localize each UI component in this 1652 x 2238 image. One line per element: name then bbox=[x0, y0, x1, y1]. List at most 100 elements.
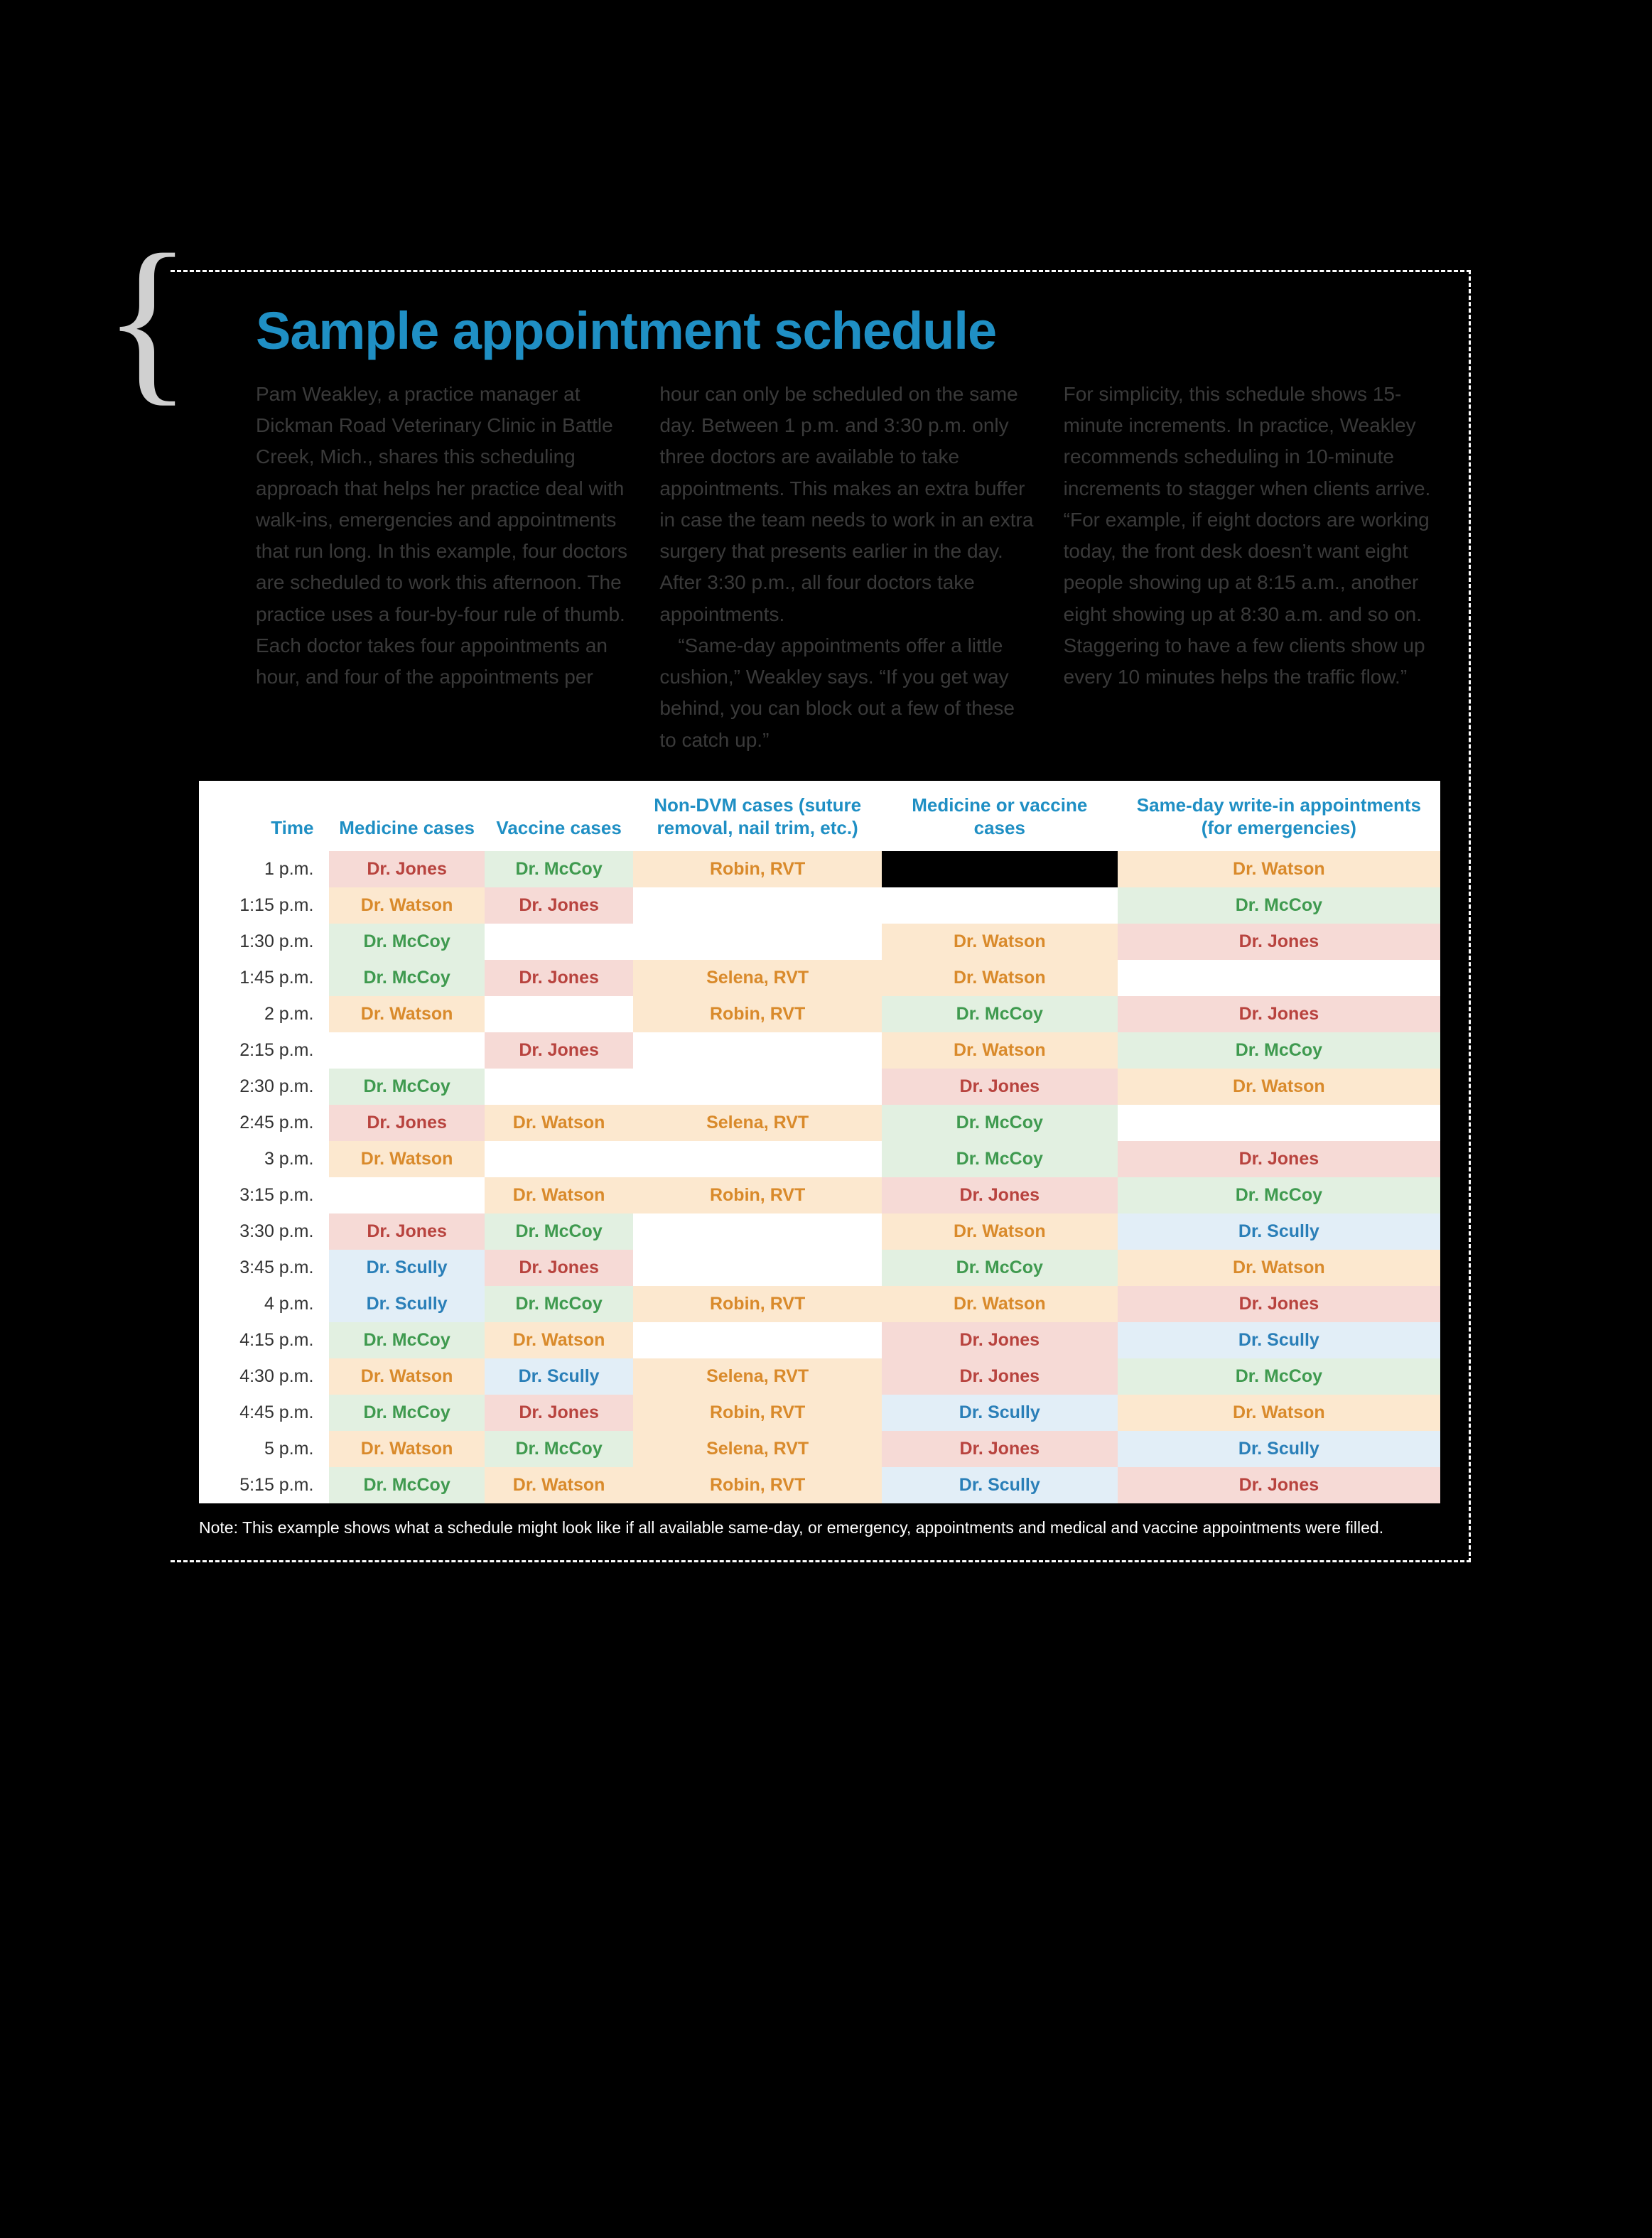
time-cell: 4:30 p.m. bbox=[199, 1358, 329, 1395]
appointment-cell: Robin, RVT bbox=[633, 1467, 881, 1503]
appointment-cell: Dr. McCoy bbox=[882, 1105, 1118, 1141]
table-row: 4:30 p.m.Dr. WatsonDr. ScullySelena, RVT… bbox=[199, 1358, 1440, 1395]
appointment-cell: Dr. Jones bbox=[1118, 1141, 1440, 1177]
appointment-cell bbox=[633, 1141, 881, 1177]
appointment-cell bbox=[633, 1213, 881, 1250]
appointment-cell: Dr. Watson bbox=[329, 887, 484, 924]
appointment-cell: Dr. Watson bbox=[329, 1358, 484, 1395]
time-cell: 2:15 p.m. bbox=[199, 1032, 329, 1069]
appointment-cell: Dr. Jones bbox=[882, 1322, 1118, 1358]
appointment-cell: Dr. Watson bbox=[882, 1286, 1118, 1322]
table-row: 2 p.m.Dr. WatsonRobin, RVTDr. McCoyDr. J… bbox=[199, 996, 1440, 1032]
appointment-cell: Dr. Scully bbox=[882, 1467, 1118, 1503]
appointment-cell: Dr. McCoy bbox=[329, 960, 484, 996]
table-row: 2:45 p.m.Dr. JonesDr. WatsonSelena, RVTD… bbox=[199, 1105, 1440, 1141]
appointment-cell bbox=[1118, 1105, 1440, 1141]
appointment-cell bbox=[633, 1069, 881, 1105]
appointment-cell: Selena, RVT bbox=[633, 960, 881, 996]
time-cell: 1:30 p.m. bbox=[199, 924, 329, 960]
appointment-cell: Dr. McCoy bbox=[485, 1286, 634, 1322]
table-row: 1:45 p.m.Dr. McCoyDr. JonesSelena, RVTDr… bbox=[199, 960, 1440, 996]
appointment-cell: Dr. Scully bbox=[329, 1286, 484, 1322]
appointment-cell: Dr. Scully bbox=[485, 1358, 634, 1395]
appointment-cell: Dr. Jones bbox=[485, 960, 634, 996]
appointment-cell: Dr. Jones bbox=[882, 1431, 1118, 1467]
table-row: 2:30 p.m.Dr. McCoyDr. JonesDr. Watson bbox=[199, 1069, 1440, 1105]
table-row: 3:15 p.m.Dr. WatsonRobin, RVTDr. JonesDr… bbox=[199, 1177, 1440, 1213]
appointment-cell: Dr. Jones bbox=[882, 1069, 1118, 1105]
th-medicine: Medicine cases bbox=[329, 781, 484, 851]
time-cell: 2 p.m. bbox=[199, 996, 329, 1032]
intro-col-3: For simplicity, this schedule shows 15-m… bbox=[1064, 379, 1440, 756]
appointment-cell: Dr. Jones bbox=[1118, 1286, 1440, 1322]
intro-paragraph: For simplicity, this schedule shows 15-m… bbox=[1064, 379, 1440, 693]
appointment-cell: Dr. McCoy bbox=[329, 924, 484, 960]
schedule-header: Time Medicine cases Vaccine cases Non-DV… bbox=[199, 781, 1440, 851]
appointment-cell: Dr. Watson bbox=[329, 1431, 484, 1467]
appointment-cell: Dr. Watson bbox=[485, 1322, 634, 1358]
appointment-cell: Dr. Watson bbox=[485, 1105, 634, 1141]
table-row: 1:30 p.m.Dr. McCoy Dr. WatsonDr. Jones bbox=[199, 924, 1440, 960]
table-row: 3:30 p.m.Dr. JonesDr. McCoyDr. WatsonDr.… bbox=[199, 1213, 1440, 1250]
appointment-cell: Selena, RVT bbox=[633, 1105, 881, 1141]
appointment-cell: Dr. Scully bbox=[1118, 1431, 1440, 1467]
appointment-cell: Dr. Jones bbox=[329, 1213, 484, 1250]
appointment-cell: Dr. McCoy bbox=[1118, 1177, 1440, 1213]
appointment-cell: Dr. McCoy bbox=[485, 851, 634, 887]
appointment-cell bbox=[485, 996, 634, 1032]
appointment-cell: Dr. Watson bbox=[329, 1141, 484, 1177]
appointment-cell bbox=[633, 1322, 881, 1358]
appointment-cell: Dr. Jones bbox=[485, 1032, 634, 1069]
appointment-cell: Dr. McCoy bbox=[329, 1322, 484, 1358]
appointment-cell bbox=[633, 924, 881, 960]
appointment-cell: Dr. Watson bbox=[1118, 851, 1440, 887]
brace-ornament: { bbox=[103, 254, 192, 384]
appointment-cell: Dr. McCoy bbox=[882, 1141, 1118, 1177]
appointment-cell: Dr. Jones bbox=[1118, 924, 1440, 960]
time-cell: 1:15 p.m. bbox=[199, 887, 329, 924]
appointment-cell: Dr. Jones bbox=[1118, 1467, 1440, 1503]
th-sameday: Same-day write-in appointments (for emer… bbox=[1118, 781, 1440, 851]
appointment-cell: Dr. Scully bbox=[882, 1395, 1118, 1431]
appointment-cell: Dr. Jones bbox=[329, 851, 484, 887]
table-row: 5 p.m.Dr. WatsonDr. McCoySelena, RVTDr. … bbox=[199, 1431, 1440, 1467]
time-cell: 3 p.m. bbox=[199, 1141, 329, 1177]
time-cell: 3:15 p.m. bbox=[199, 1177, 329, 1213]
appointment-cell: Dr. McCoy bbox=[329, 1395, 484, 1431]
appointment-cell: Dr. Jones bbox=[329, 1105, 484, 1141]
appointment-cell: Dr. Watson bbox=[1118, 1250, 1440, 1286]
time-cell: 5:15 p.m. bbox=[199, 1467, 329, 1503]
appointment-cell: Robin, RVT bbox=[633, 1395, 881, 1431]
appointment-cell: Dr. Scully bbox=[1118, 1322, 1440, 1358]
appointment-cell: Dr. Watson bbox=[882, 1213, 1118, 1250]
appointment-cell: Dr. McCoy bbox=[329, 1467, 484, 1503]
intro-paragraph: Pam Weakley, a practice manager at Dickm… bbox=[256, 379, 632, 693]
appointment-cell: Robin, RVT bbox=[633, 851, 881, 887]
time-cell: 3:30 p.m. bbox=[199, 1213, 329, 1250]
intro-col-2: hour can only be scheduled on the same d… bbox=[659, 379, 1036, 756]
appointment-cell: Dr. Watson bbox=[882, 1032, 1118, 1069]
appointment-cell: Dr. McCoy bbox=[485, 1213, 634, 1250]
schedule-table: Time Medicine cases Vaccine cases Non-DV… bbox=[199, 781, 1440, 1503]
page-container: { Sample appointment schedule Pam Weakle… bbox=[171, 270, 1471, 1562]
table-row: 1 p.m.Dr. JonesDr. McCoyRobin, RVTDr. Wa… bbox=[199, 851, 1440, 887]
appointment-cell: Dr. Jones bbox=[882, 1177, 1118, 1213]
appointment-cell: Dr. Jones bbox=[485, 1395, 634, 1431]
appointment-cell bbox=[485, 1141, 634, 1177]
appointment-cell: Robin, RVT bbox=[633, 1177, 881, 1213]
appointment-cell: Dr. McCoy bbox=[1118, 1358, 1440, 1395]
appointment-cell bbox=[485, 1069, 634, 1105]
table-row: 2:15 p.m.Dr. JonesDr. WatsonDr. McCoy bbox=[199, 1032, 1440, 1069]
appointment-cell: Dr. McCoy bbox=[329, 1069, 484, 1105]
th-nondvm: Non-DVM cases (suture removal, nail trim… bbox=[633, 781, 881, 851]
appointment-cell: Dr. Watson bbox=[485, 1467, 634, 1503]
appointment-cell: Dr. Jones bbox=[485, 1250, 634, 1286]
th-time: Time bbox=[199, 781, 329, 851]
th-vaccine: Vaccine cases bbox=[485, 781, 634, 851]
appointment-cell: Dr. Jones bbox=[882, 1358, 1118, 1395]
appointment-cell: Dr. Watson bbox=[882, 960, 1118, 996]
table-row: 1:15 p.m.Dr. WatsonDr. JonesDr. McCoy bbox=[199, 887, 1440, 924]
table-row: 4:45 p.m.Dr. McCoyDr. JonesRobin, RVTDr.… bbox=[199, 1395, 1440, 1431]
appointment-cell: Dr. Watson bbox=[882, 924, 1118, 960]
appointment-cell bbox=[633, 1032, 881, 1069]
